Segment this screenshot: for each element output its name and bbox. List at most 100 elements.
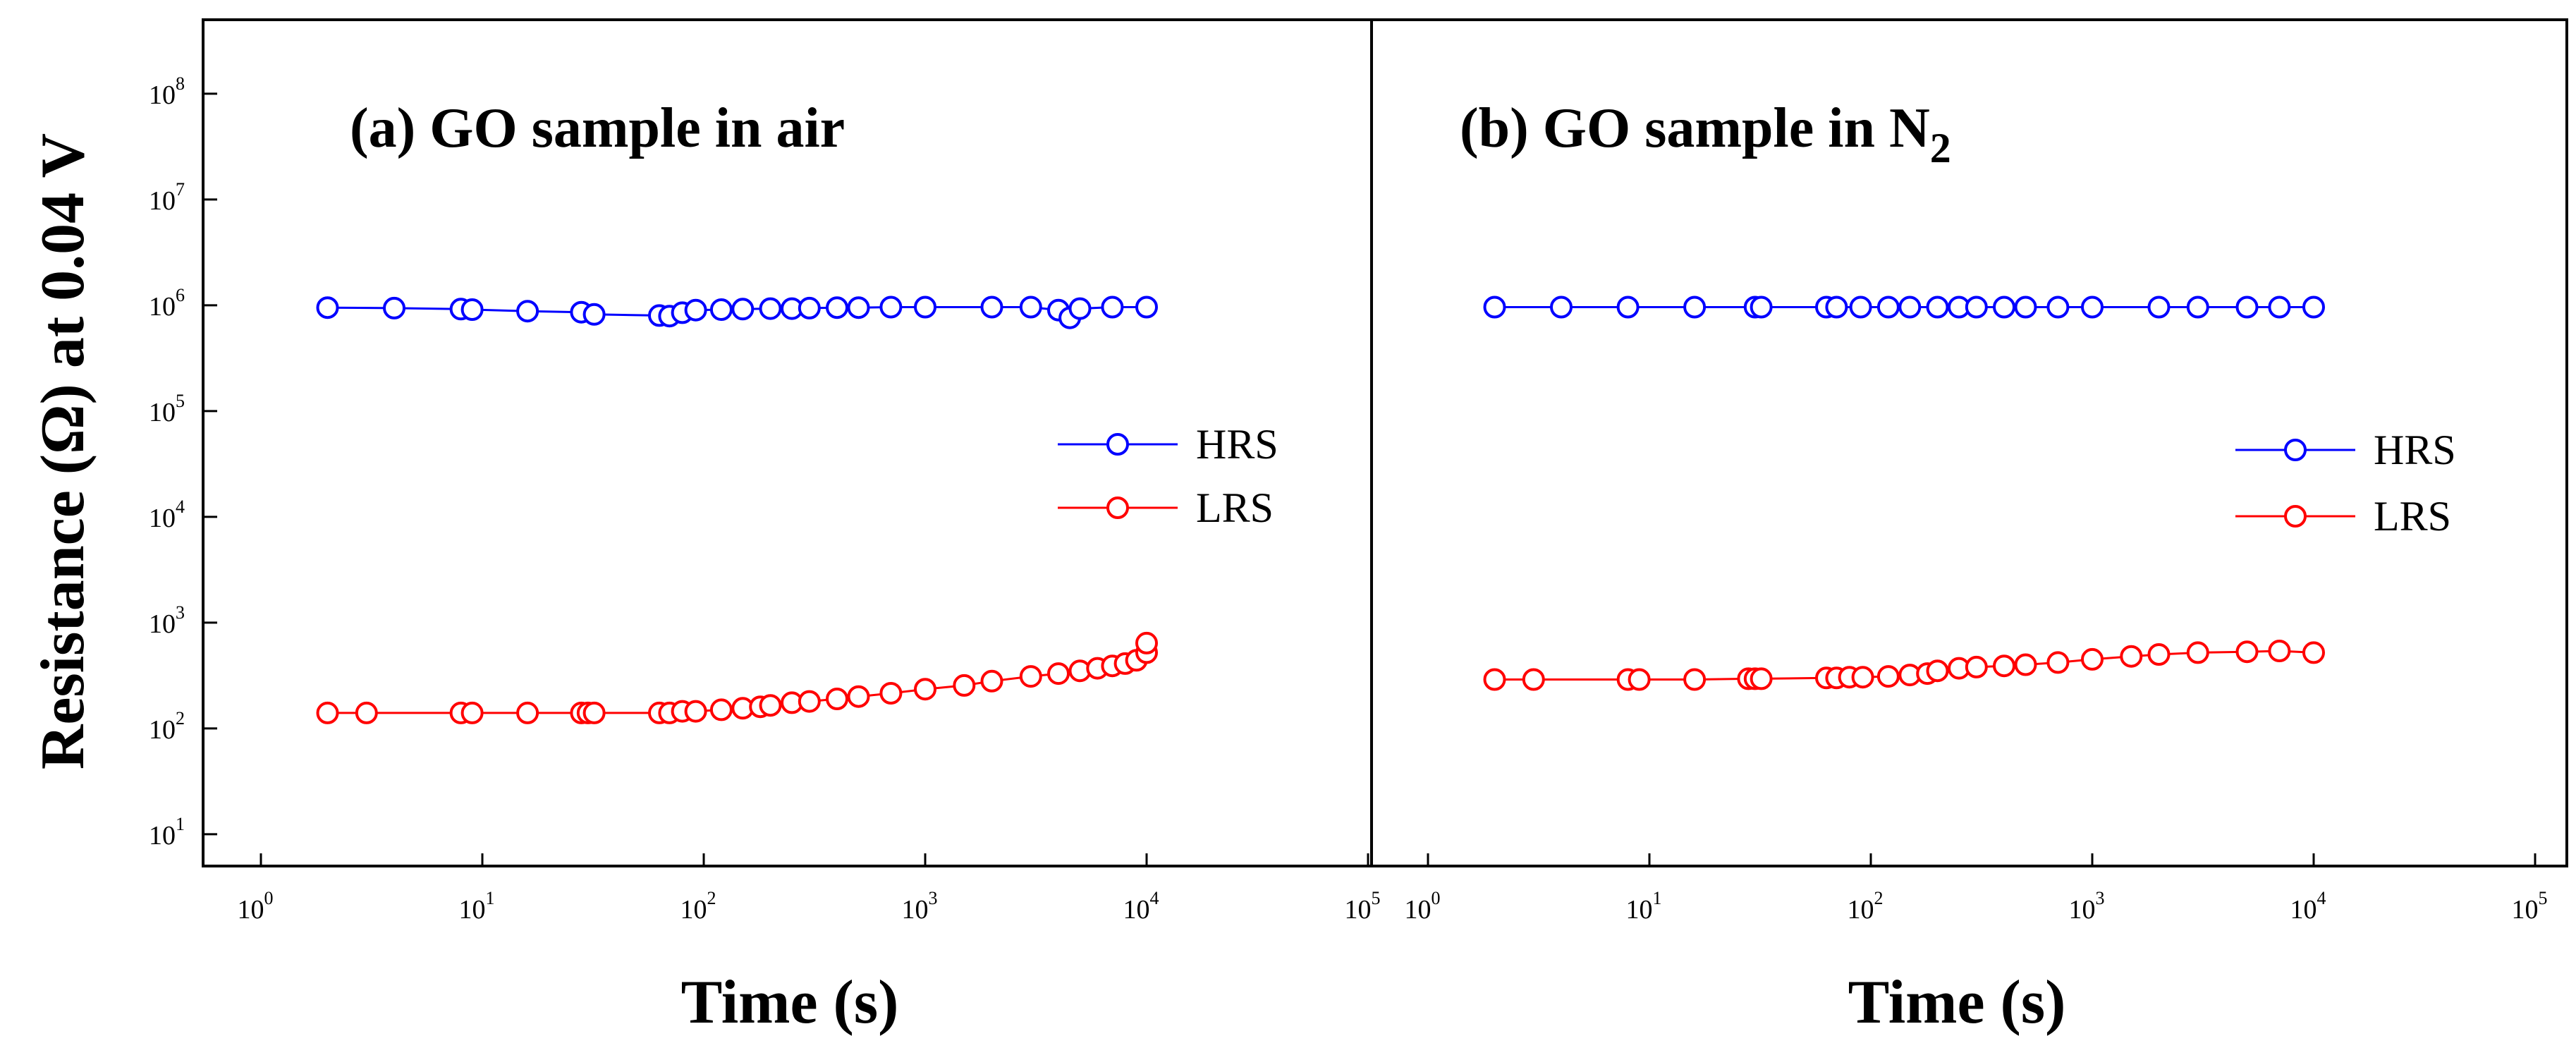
- data-point-lrs: [1628, 668, 1651, 691]
- x-tick-label: 103: [2069, 888, 2105, 925]
- data-point-hrs: [798, 296, 821, 319]
- legend-marker-hrs: [1106, 433, 1129, 456]
- data-point-lrs: [1965, 655, 1988, 678]
- data-point-lrs: [1683, 668, 1707, 691]
- data-point-hrs: [2186, 295, 2209, 319]
- data-point-lrs: [1483, 668, 1506, 691]
- y-tick-label: 106: [149, 285, 185, 322]
- x-tick-label: 102: [1848, 888, 1884, 925]
- data-point-hrs: [1993, 295, 2015, 319]
- data-point-lrs: [709, 698, 733, 721]
- data-point-lrs: [953, 674, 976, 697]
- data-point-hrs: [2147, 295, 2171, 319]
- legend-marker-lrs: [2284, 505, 2307, 528]
- data-point-hrs: [516, 300, 539, 323]
- data-point-hrs: [684, 298, 707, 322]
- data-point-lrs: [516, 701, 539, 724]
- plot-area: 101 102 103 104 105 106 107 108 100 101 102 103 104 1…: [149, 18, 2568, 925]
- data-point-hrs: [1926, 295, 1949, 319]
- data-point-hrs: [1135, 295, 1158, 319]
- data-point-hrs: [847, 296, 870, 319]
- data-point-hrs: [879, 295, 903, 319]
- y-tick-label: 107: [149, 179, 185, 216]
- y-tick-label: 104: [149, 496, 185, 533]
- data-point-lrs: [798, 690, 821, 713]
- data-point-hrs: [316, 296, 339, 319]
- data-point-lrs: [684, 700, 707, 723]
- data-point-lrs: [1926, 659, 1949, 683]
- y-tick-label: 103: [149, 602, 185, 639]
- data-point-lrs: [1135, 631, 1158, 654]
- x-tick-label: 104: [1123, 888, 1159, 925]
- plot-frame: [202, 18, 2568, 867]
- y-tick-label: 105: [149, 391, 185, 427]
- data-point-lrs: [2046, 651, 2070, 674]
- data-point-lrs: [2014, 653, 2037, 676]
- data-point-lrs: [2302, 641, 2325, 664]
- data-point-lrs: [914, 678, 936, 701]
- data-point-hrs: [709, 298, 733, 321]
- data-point-hrs: [1483, 295, 1506, 319]
- legend-label-hrs: HRS: [2374, 427, 2456, 473]
- data-point-hrs: [1019, 295, 1042, 319]
- legend-label-hrs: HRS: [1196, 421, 1278, 468]
- x-tick-label: 102: [680, 888, 716, 925]
- data-point-hrs: [1825, 295, 1848, 319]
- data-point-lrs: [2186, 641, 2209, 664]
- data-point-lrs: [460, 701, 484, 724]
- y-tick-label: 102: [149, 708, 185, 745]
- data-point-lrs: [879, 682, 903, 705]
- data-point-hrs: [1101, 295, 1124, 319]
- data-point-lrs: [2081, 647, 2104, 671]
- legend-marker-hrs: [2284, 439, 2307, 461]
- data-point-lrs: [355, 701, 378, 724]
- data-point-lrs: [1993, 654, 2015, 678]
- x-tick-label: 101: [459, 888, 495, 925]
- x-axis-title-right: Time (s): [1848, 968, 2066, 1037]
- data-point-hrs: [826, 296, 848, 319]
- data-point-lrs: [2235, 640, 2259, 664]
- x-tick-label: 105: [1345, 888, 1381, 925]
- data-point-lrs: [1047, 662, 1070, 686]
- legend-label-lrs: LRS: [1196, 485, 1274, 531]
- data-point-lrs: [1522, 668, 1545, 691]
- data-point-lrs: [847, 685, 870, 708]
- data-point-lrs: [1019, 665, 1042, 688]
- data-point-lrs: [1876, 665, 1900, 688]
- data-point-hrs: [460, 298, 484, 321]
- data-point-hrs: [1750, 295, 1773, 319]
- data-point-lrs: [1750, 667, 1773, 690]
- data-point-lrs: [2147, 643, 2171, 666]
- data-point-lrs: [582, 701, 606, 724]
- data-point-hrs: [759, 297, 782, 320]
- x-tick-label: 100: [238, 888, 274, 925]
- data-point-hrs: [1876, 295, 1900, 319]
- data-point-hrs: [2046, 295, 2070, 319]
- data-point-hrs: [1616, 295, 1640, 319]
- x-tick-label: 105: [2512, 888, 2548, 925]
- data-point-hrs: [383, 296, 405, 319]
- data-point-hrs: [731, 298, 755, 321]
- x-tick-label: 104: [2290, 888, 2326, 925]
- data-point-hrs: [2014, 295, 2037, 319]
- data-point-hrs: [1898, 295, 1922, 319]
- data-point-hrs: [582, 303, 606, 326]
- data-point-hrs: [914, 295, 936, 319]
- data-point-hrs: [2081, 295, 2104, 319]
- data-point-hrs: [1550, 295, 1573, 319]
- data-point-hrs: [1068, 297, 1092, 320]
- data-point-lrs: [1851, 666, 1874, 689]
- x-tick-label: 100: [1405, 888, 1441, 925]
- legend-label-lrs: LRS: [2374, 493, 2451, 540]
- data-point-hrs: [1965, 295, 1988, 319]
- data-point-hrs: [2302, 295, 2325, 319]
- x-axis-title-left: Time (s): [681, 968, 899, 1037]
- data-point-lrs: [826, 688, 848, 710]
- legend-marker-lrs: [1106, 496, 1129, 519]
- x-tick-label: 103: [902, 888, 938, 925]
- data-point-lrs: [2268, 640, 2291, 662]
- y-tick-label: 108: [149, 73, 185, 110]
- data-point-hrs: [1683, 295, 1707, 319]
